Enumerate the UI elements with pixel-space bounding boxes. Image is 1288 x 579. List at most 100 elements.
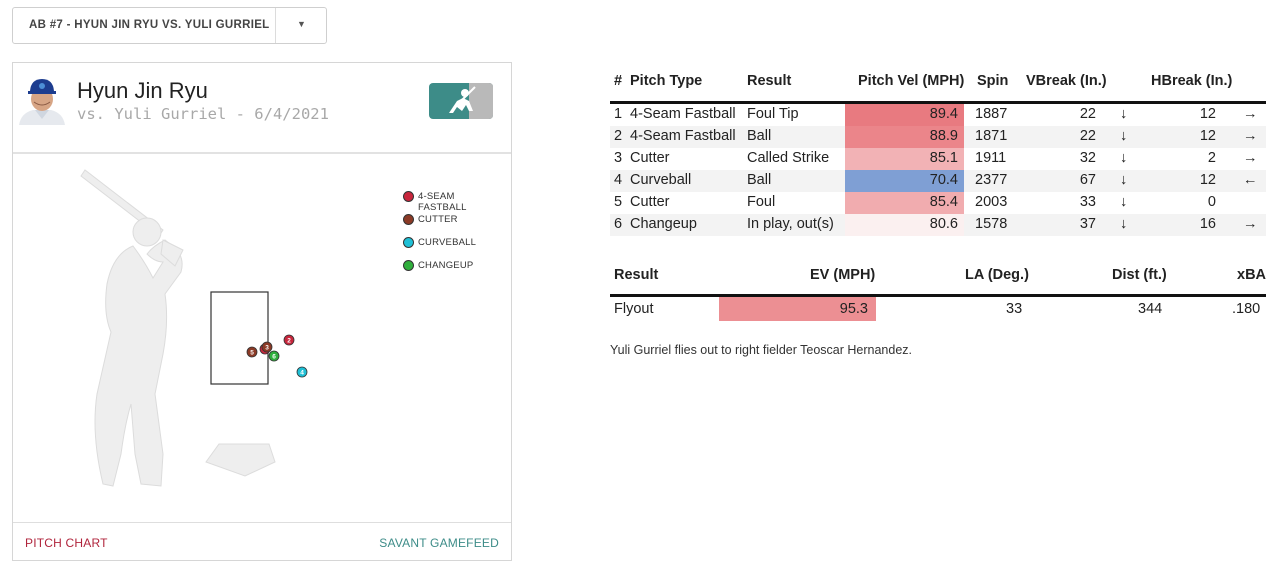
- pitch-velocity: 70.4: [929, 172, 958, 188]
- savant-gamefeed-link[interactable]: SAVANT GAMEFEED: [379, 536, 499, 550]
- pitch-number: 5: [614, 194, 623, 210]
- col-header-result: Result: [614, 267, 659, 283]
- hbreak-arrow-icon: →: [1243, 216, 1258, 232]
- col-header-la: LA (Deg.): [965, 267, 1029, 283]
- xba-value: .180: [1232, 301, 1261, 317]
- col-header-dist: Dist (ft.): [1112, 267, 1167, 283]
- pitch-result: Ball: [747, 172, 772, 188]
- hbreak-arrow-icon: ←: [1243, 172, 1258, 188]
- spin-rate: 1871: [975, 128, 1008, 144]
- hbreak-value: 12: [1199, 106, 1216, 122]
- pitch-result: Ball: [747, 128, 772, 144]
- pitch-table-body: 1 4-Seam Fastball Foul Tip 1887 22 ↓ 12 → 89.4 2 4…: [610, 104, 1266, 236]
- pitch-marker-number: 5: [250, 350, 254, 357]
- pitch-velocity: 85.4: [929, 194, 958, 210]
- result-row: Flyout 95.3 33 344 .180: [610, 297, 1266, 321]
- pitch-marker[interactable]: 6: [268, 350, 280, 362]
- spin-rate: 1887: [975, 106, 1008, 122]
- pitch-row: 6 Changeup In play, out(s) 1578 37 ↓ 16 → 80.6: [610, 214, 1266, 236]
- pitch-velocity-cell: 85.1: [845, 148, 964, 170]
- pitch-velocity: 88.9: [929, 128, 958, 144]
- pitch-marker-dot: [296, 366, 308, 378]
- pitch-chart-link[interactable]: PITCH CHART: [25, 536, 108, 550]
- vbreak-arrow-icon: ↓: [1120, 128, 1128, 144]
- pitch-row: 3 Cutter Called Strike 1911 32 ↓ 2 → 85.1: [610, 148, 1266, 170]
- chevron-down-icon[interactable]: ▼: [297, 19, 306, 29]
- spin-rate: 1578: [975, 216, 1008, 232]
- pitch-chart-card: Hyun Jin Ryu vs. Yuli Gurriel - 6/4/2021…: [12, 62, 512, 561]
- col-header-xba: xBA: [1237, 267, 1267, 283]
- pitch-number: 3: [614, 150, 623, 166]
- strike-zone-box: [210, 291, 269, 385]
- dist-value: 344: [1138, 301, 1163, 317]
- play-description: Yuli Gurriel flies out to right fielder …: [610, 343, 913, 357]
- pitch-marker[interactable]: 4: [296, 366, 308, 378]
- pitch-table-header: # Pitch Type Result Pitch Vel (MPH) Spin…: [610, 70, 1266, 104]
- pitch-number: 6: [614, 216, 623, 232]
- spin-rate: 2377: [975, 172, 1008, 188]
- vbreak-value: 32: [1079, 150, 1096, 166]
- ev-value: 95.3: [839, 301, 868, 317]
- pitch-velocity-cell: 89.4: [845, 104, 964, 126]
- pitch-number: 2: [614, 128, 623, 144]
- card-footer: PITCH CHART SAVANT GAMEFEED: [13, 522, 511, 561]
- pitch-marker-dot: [246, 346, 258, 358]
- at-bat-select[interactable]: AB #7 - HYUN JIN RYU VS. YULI GURRIEL ▼: [12, 7, 327, 44]
- pitch-result: In play, out(s): [747, 216, 834, 232]
- player-name: Hyun Jin Ryu: [77, 78, 208, 103]
- vbreak-arrow-icon: ↓: [1120, 194, 1128, 210]
- pitch-type: 4-Seam Fastball: [630, 106, 736, 122]
- legend-label: CURVEBALL: [418, 237, 477, 248]
- hbreak-value: 2: [1207, 150, 1216, 166]
- pitch-marker[interactable]: 3: [261, 341, 273, 353]
- hbreak-arrow-icon: →: [1243, 150, 1258, 166]
- ev-cell: 95.3: [719, 297, 876, 321]
- col-header-spin: Spin: [977, 73, 1009, 89]
- pitch-marker[interactable]: 2: [283, 334, 295, 346]
- pitch-marker-dot: [261, 341, 273, 353]
- spin-rate: 1911: [975, 150, 1007, 166]
- pitch-row: 1 4-Seam Fastball Foul Tip 1887 22 ↓ 12 → 89.4: [610, 104, 1266, 126]
- vbreak-arrow-icon: ↓: [1120, 172, 1128, 188]
- player-header: Hyun Jin Ryu vs. Yuli Gurriel - 6/4/2021: [13, 63, 511, 154]
- legend-dot-icon: [403, 260, 414, 271]
- pitch-row: 4 Curveball Ball 2377 67 ↓ 12 ← 70.4: [610, 170, 1266, 192]
- col-header-vbreak: VBreak (In.): [1026, 73, 1107, 89]
- pitch-result: Foul: [747, 194, 776, 210]
- pitch-marker[interactable]: 5: [246, 346, 258, 358]
- col-header-ev: EV (MPH): [810, 267, 876, 283]
- col-header-num: #: [614, 73, 623, 89]
- vbreak-arrow-icon: ↓: [1120, 150, 1128, 166]
- at-bat-select-label: AB #7 - HYUN JIN RYU VS. YULI GURRIEL: [29, 19, 270, 31]
- legend-label: CHANGEUP: [418, 260, 474, 271]
- pitch-velocity-cell: 80.6: [845, 214, 964, 236]
- vbreak-value: 22: [1079, 128, 1096, 144]
- pitch-type: Cutter: [630, 150, 670, 166]
- pitch-row: 5 Cutter Foul 2003 33 ↓ 0 85.4: [610, 192, 1266, 214]
- vbreak-arrow-icon: ↓: [1120, 216, 1128, 232]
- vbreak-value: 67: [1079, 172, 1096, 188]
- legend-dot-icon: [403, 237, 414, 248]
- result-table-header: Result EV (MPH) LA (Deg.) Dist (ft.) xBA: [610, 266, 1266, 297]
- result-table: Result EV (MPH) LA (Deg.) Dist (ft.) xBA…: [610, 266, 1266, 321]
- pitch-type: Changeup: [630, 216, 697, 232]
- pitch-result: Called Strike: [747, 150, 830, 166]
- pitch-marker-dot: [283, 334, 295, 346]
- player-headshot-avatar: [17, 75, 67, 125]
- hbreak-arrow-icon: →: [1243, 128, 1258, 144]
- vbreak-arrow-icon: ↓: [1120, 106, 1128, 122]
- legend-dot-icon: [403, 214, 414, 225]
- spin-rate: 2003: [975, 194, 1008, 210]
- hbreak-arrow-icon: →: [1243, 106, 1258, 122]
- col-header-pitch-type: Pitch Type: [630, 73, 703, 89]
- pitch-marker-number: 2: [287, 338, 291, 345]
- pitch-result: Foul Tip: [747, 106, 799, 122]
- select-divider: [275, 8, 276, 43]
- mlb-logo-icon: [429, 83, 493, 119]
- result-value: Flyout: [614, 301, 654, 317]
- legend-label: 4-SEAM FASTBALL: [418, 191, 467, 213]
- pitch-marker-number: 3: [265, 345, 269, 352]
- pitch-velocity: 89.4: [929, 106, 958, 122]
